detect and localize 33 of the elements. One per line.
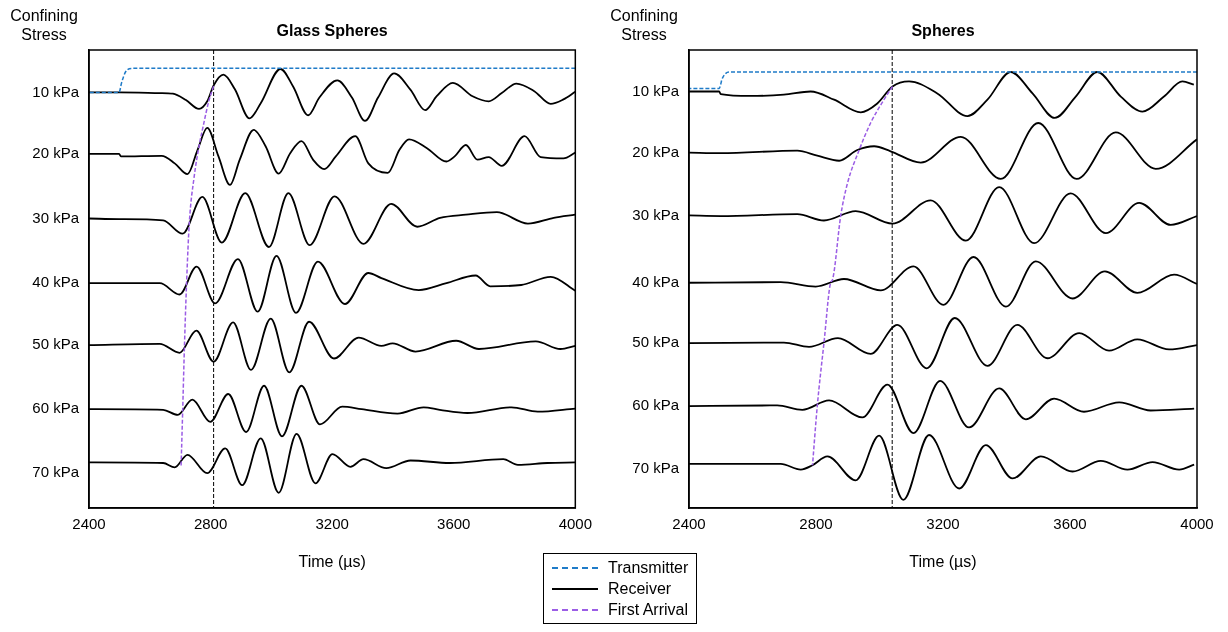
- y-axis-title: Confining Stress: [610, 7, 678, 44]
- y-tick-label: 40 kPa: [32, 273, 80, 291]
- x-axis-title: Time (µs): [909, 553, 977, 571]
- x-axis-title: Time (µs): [298, 553, 366, 571]
- legend-label: Transmitter: [608, 558, 689, 578]
- x-tick-label: 2400: [72, 515, 106, 533]
- x-tick-label: 4000: [558, 515, 592, 533]
- x-tick-label: 4000: [1180, 515, 1214, 533]
- y-tick-label: 30 kPa: [632, 205, 680, 223]
- y-tick-label: 30 kPa: [32, 208, 80, 226]
- x-tick-label: 3600: [1053, 515, 1087, 533]
- y-tick-label: 20 kPa: [32, 144, 80, 162]
- y-tick-label: 60 kPa: [32, 399, 80, 417]
- y-tick-label: 50 kPa: [32, 335, 80, 353]
- y-tick-label: 40 kPa: [632, 272, 680, 290]
- y-tick-label: 50 kPa: [632, 333, 680, 351]
- x-tick-label: 3200: [926, 515, 960, 533]
- x-tick-label: 2800: [193, 515, 228, 533]
- legend-label: Receiver: [608, 579, 672, 599]
- y-tick-label: 10 kPa: [632, 81, 680, 99]
- y-tick-label: 10 kPa: [32, 82, 80, 100]
- x-tick-label: 2400: [672, 515, 706, 533]
- y-axis-title: Confining Stress: [10, 7, 78, 44]
- y-tick-label: 20 kPa: [632, 142, 680, 160]
- chart-title: Glass Spheres: [276, 22, 388, 40]
- chart-title: Spheres: [911, 22, 975, 40]
- y-tick-label: 70 kPa: [32, 462, 80, 480]
- x-tick-label: 3600: [437, 515, 471, 533]
- y-tick-label: 70 kPa: [632, 459, 680, 477]
- x-tick-label: 2800: [799, 515, 833, 533]
- x-tick-label: 3200: [315, 515, 349, 533]
- y-tick-label: 60 kPa: [632, 396, 680, 414]
- legend-label: First Arrival: [608, 600, 688, 620]
